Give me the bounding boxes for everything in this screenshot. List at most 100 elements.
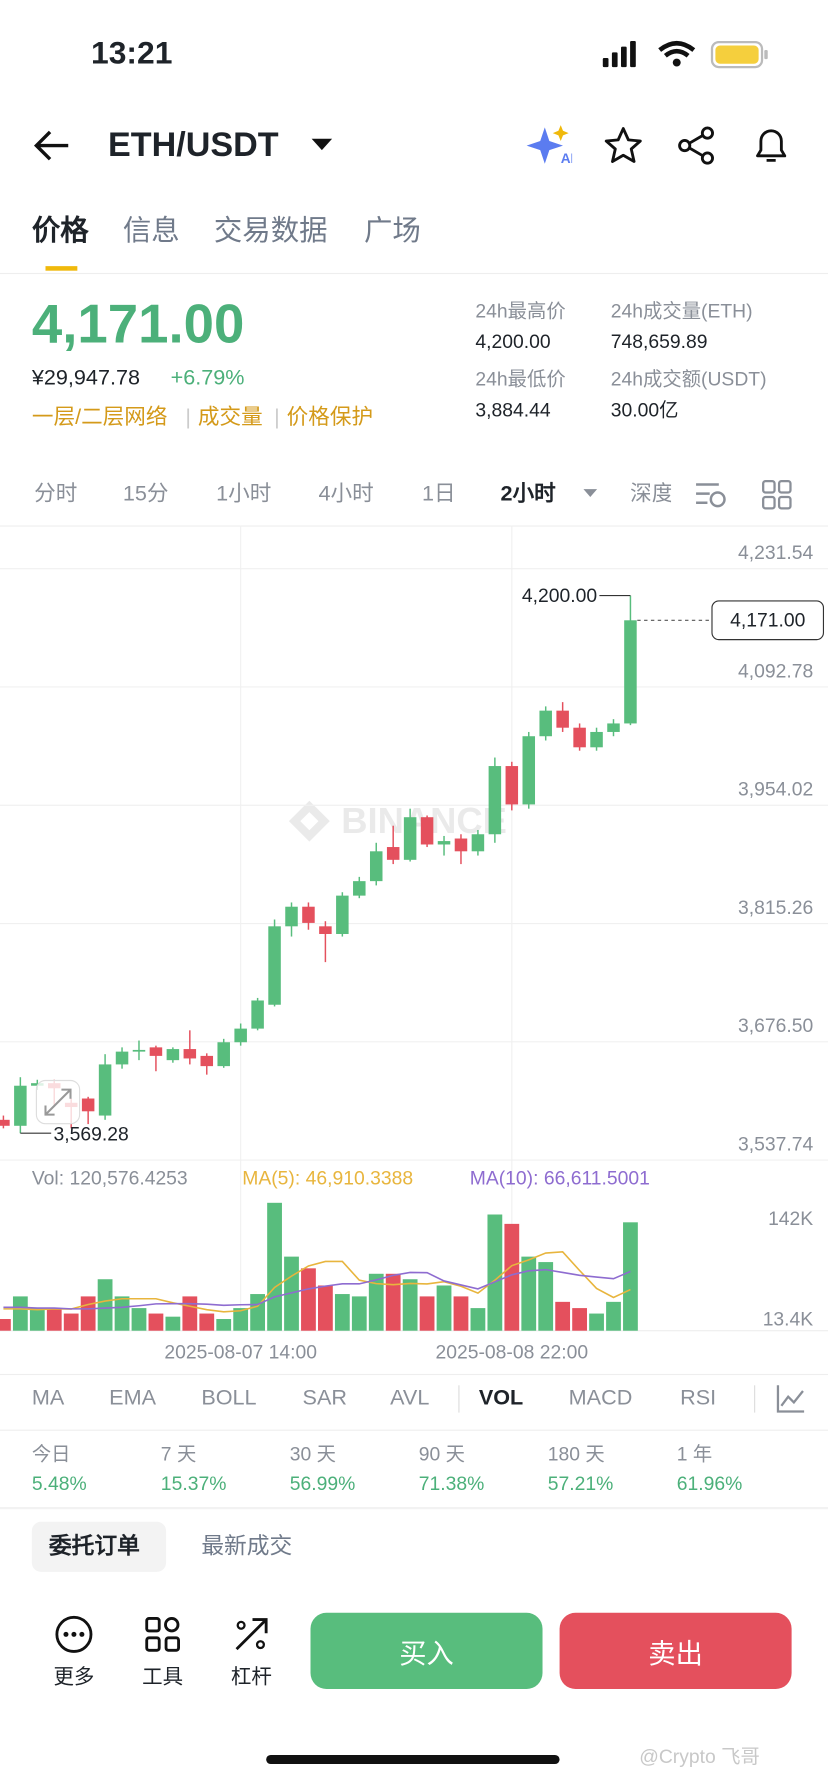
volume-bar bbox=[233, 1308, 249, 1331]
tab[interactable]: 交易数据 bbox=[213, 214, 328, 247]
zoom-button[interactable] bbox=[35, 1079, 81, 1125]
candle-body bbox=[590, 731, 603, 748]
interval[interactable]: 1日 bbox=[421, 482, 456, 507]
stat-value: 4,200.00 bbox=[475, 330, 551, 353]
layout-button[interactable] bbox=[761, 479, 793, 511]
order-tab[interactable]: 最新成交 bbox=[201, 1534, 293, 1560]
indicator[interactable]: SAR bbox=[302, 1386, 347, 1411]
pair-caret[interactable] bbox=[311, 136, 334, 152]
cny-price: ¥29,947.78 bbox=[31, 366, 141, 391]
zoom-glyph bbox=[44, 1088, 72, 1116]
candle-body bbox=[420, 817, 434, 845]
candle-body bbox=[234, 1028, 247, 1043]
candle-body bbox=[302, 906, 315, 923]
candle-body bbox=[607, 723, 620, 732]
ai-button[interactable]: AI bbox=[526, 123, 572, 168]
volume-bar bbox=[182, 1296, 198, 1331]
indicator[interactable]: BOLL bbox=[201, 1386, 257, 1411]
chart-settings[interactable] bbox=[694, 479, 728, 511]
indicator[interactable]: RSI bbox=[680, 1386, 717, 1411]
perf-label: 7 天 bbox=[160, 1443, 197, 1465]
candle-body bbox=[319, 926, 332, 934]
info-link[interactable]: 一层/二层网络 bbox=[31, 406, 168, 430]
candle-body bbox=[369, 851, 383, 882]
volume-bar bbox=[199, 1313, 215, 1331]
volume-tick-label: 142K bbox=[768, 1209, 813, 1230]
tab[interactable]: 信息 bbox=[122, 214, 180, 247]
volume-bar bbox=[453, 1296, 469, 1331]
candle-body bbox=[98, 1064, 112, 1116]
y-tick-label: 4,092.78 bbox=[738, 661, 813, 682]
pair-title[interactable]: ETH/USDT bbox=[108, 126, 279, 164]
candle-body bbox=[285, 906, 298, 927]
leverage-icon[interactable] bbox=[232, 1615, 271, 1654]
watermark-logo bbox=[288, 800, 330, 842]
candlestick-chart: BINANCE4,231.544,092.783,954.023,815.263… bbox=[0, 525, 828, 1364]
candle-body bbox=[353, 881, 366, 896]
order-tab-active[interactable]: 委托订单 bbox=[48, 1534, 140, 1560]
back-button[interactable] bbox=[32, 127, 73, 163]
perf-value: 15.37% bbox=[160, 1472, 227, 1495]
status-time: 13:21 bbox=[90, 35, 173, 71]
action-label[interactable]: 更多 bbox=[53, 1665, 95, 1688]
interval[interactable]: 4小时 bbox=[318, 482, 374, 507]
volume-bar bbox=[504, 1223, 520, 1331]
tab-pill[interactable] bbox=[31, 1521, 167, 1572]
more-icon[interactable] bbox=[55, 1615, 94, 1654]
candle-body bbox=[0, 1119, 10, 1126]
share-button[interactable] bbox=[678, 126, 717, 165]
svg-text:AI: AI bbox=[561, 151, 572, 166]
perf-label: 今日 bbox=[31, 1443, 71, 1465]
interval[interactable]: 15分 bbox=[122, 482, 169, 507]
y-tick-label: 3,954.02 bbox=[738, 780, 813, 801]
candle-body bbox=[471, 834, 485, 852]
candle-body bbox=[149, 1047, 163, 1056]
candle-body bbox=[539, 710, 552, 737]
candle-body bbox=[200, 1055, 214, 1067]
stat-value: 30.00亿 bbox=[610, 399, 679, 421]
tab[interactable]: 价格 bbox=[31, 214, 89, 247]
interval-caret[interactable] bbox=[582, 488, 598, 499]
candle-body bbox=[81, 1098, 95, 1112]
indicator[interactable]: EMA bbox=[109, 1386, 157, 1411]
indicator[interactable]: MA bbox=[31, 1386, 65, 1411]
sell-button[interactable]: 卖出 bbox=[559, 1612, 792, 1689]
tab[interactable]: 广场 bbox=[363, 214, 421, 247]
action-label[interactable]: 工具 bbox=[142, 1665, 184, 1688]
interval[interactable]: 分时 bbox=[34, 482, 78, 507]
candle-body bbox=[336, 895, 349, 934]
volume-bar bbox=[436, 1285, 452, 1331]
perf-value: 57.21% bbox=[547, 1472, 614, 1495]
volume-bar bbox=[114, 1296, 130, 1331]
candle-body bbox=[386, 847, 400, 860]
perf-value: 71.38% bbox=[418, 1472, 485, 1495]
info-link[interactable]: 成交量 bbox=[197, 406, 263, 430]
volume-bar bbox=[487, 1214, 503, 1331]
buy-button[interactable]: 买入 bbox=[310, 1612, 543, 1689]
indicator-active[interactable]: VOL bbox=[478, 1386, 524, 1411]
last-price-box bbox=[711, 600, 825, 641]
interval[interactable]: 1小时 bbox=[216, 482, 272, 507]
action-label[interactable]: 杠杆 bbox=[230, 1665, 272, 1688]
y-tick-label: 4,231.54 bbox=[738, 543, 813, 564]
favorite-button[interactable] bbox=[604, 126, 643, 165]
interval-clip: 深度 bbox=[630, 480, 671, 510]
interval-active[interactable]: 2小时 bbox=[500, 482, 556, 507]
interval[interactable]: 深度 bbox=[630, 482, 672, 507]
indicator[interactable]: AVL bbox=[390, 1386, 430, 1411]
indicator-settings[interactable] bbox=[775, 1383, 807, 1415]
candle-body bbox=[522, 736, 536, 805]
candle-body bbox=[268, 926, 281, 1005]
last-price-label: 4,171.00 bbox=[730, 611, 805, 632]
volume-bar bbox=[555, 1301, 571, 1331]
tools-icon[interactable] bbox=[143, 1615, 182, 1654]
alert-button[interactable] bbox=[752, 125, 791, 166]
info-link[interactable]: 价格保护 bbox=[286, 406, 374, 430]
indicator[interactable]: MACD bbox=[568, 1386, 633, 1411]
volume-bar bbox=[538, 1262, 554, 1331]
watermark: @Crypto 飞哥 bbox=[639, 1745, 760, 1768]
candle-body bbox=[132, 1049, 146, 1052]
candle-body bbox=[624, 620, 637, 724]
perf-label: 30 天 bbox=[289, 1443, 337, 1465]
